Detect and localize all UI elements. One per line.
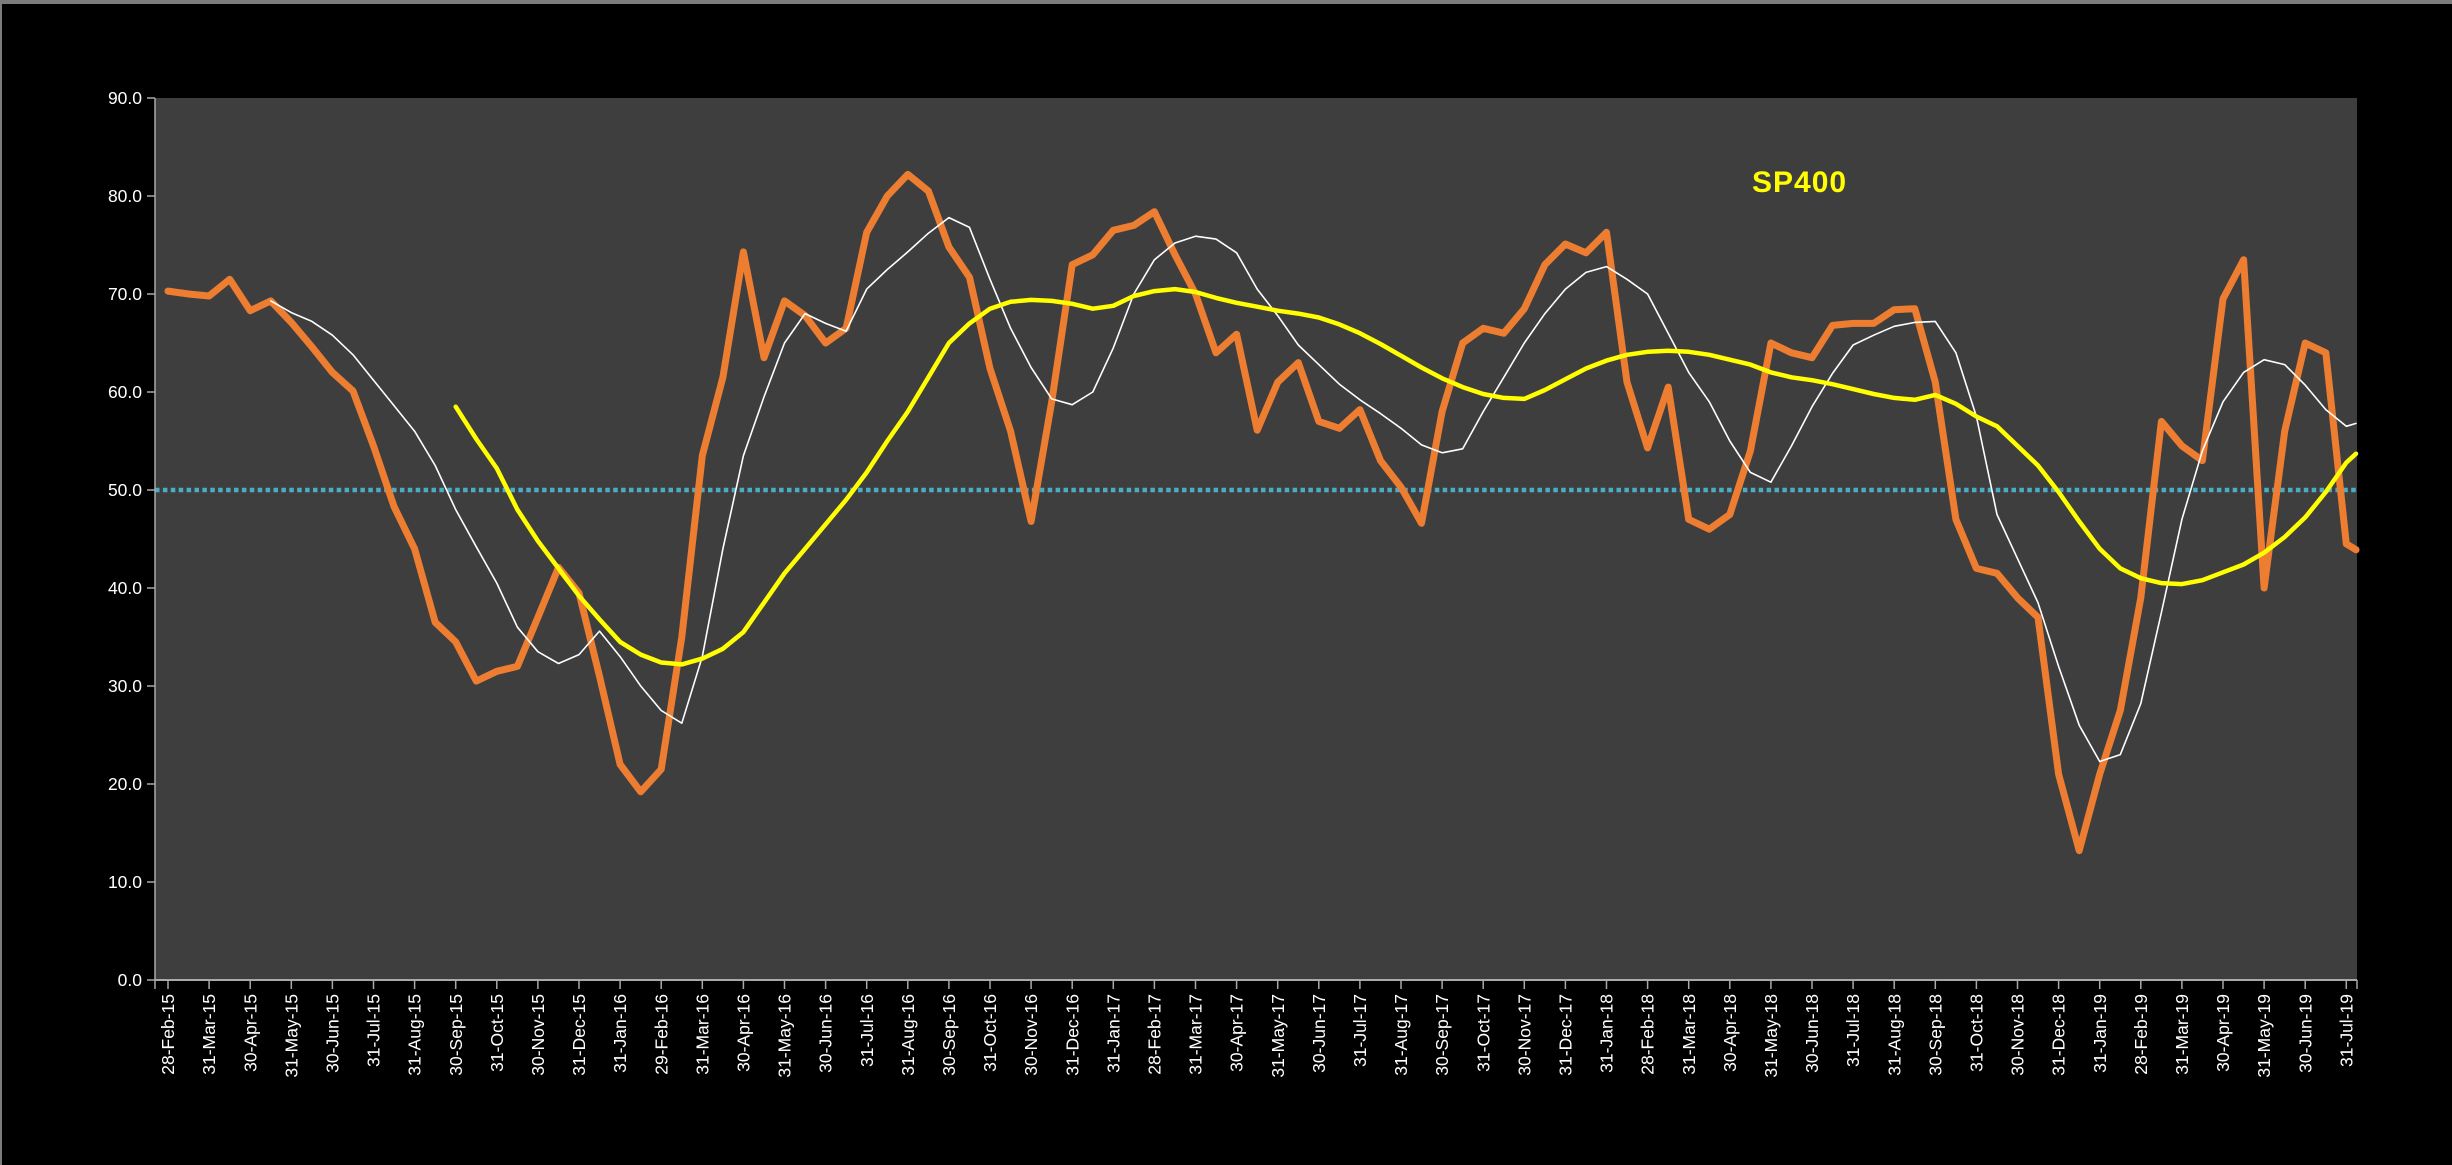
y-axis-label: 20.0 <box>108 774 142 794</box>
window-top-border <box>0 0 2452 4</box>
x-axis-label: 28-Feb-17 <box>1145 994 1165 1075</box>
x-axis-label: 31-Jul-18 <box>1843 994 1863 1067</box>
x-axis-label: 30-Sep-16 <box>939 994 959 1076</box>
series-line-breadth-slow-ma <box>453 286 2359 667</box>
x-axis-label: 31-Mar-17 <box>1186 994 1206 1075</box>
x-axis-label: 30-Sep-15 <box>446 994 466 1076</box>
y-axis-label: 0.0 <box>118 970 143 990</box>
y-axis-label: 70.0 <box>108 284 142 304</box>
x-axis-label: 31-May-15 <box>281 994 301 1078</box>
x-axis-label: 31-Aug-18 <box>1884 994 1904 1076</box>
x-axis-label: 31-Jul-16 <box>857 994 877 1067</box>
x-axis-label: 31-Dec-18 <box>2049 994 2069 1076</box>
window-left-border <box>0 0 2 1165</box>
x-axis-label: 31-Mar-16 <box>692 994 712 1075</box>
x-axis-label: 28-Feb-15 <box>158 994 178 1075</box>
x-axis-label: 31-Jul-17 <box>1350 994 1370 1067</box>
x-axis-label: 30-Jun-17 <box>1309 994 1329 1073</box>
series-line-breadth-smoothed <box>269 216 2357 763</box>
x-axis-label: 30-Jun-16 <box>816 994 836 1073</box>
x-axis-label: 31-Jul-15 <box>364 994 384 1067</box>
x-axis-label: 30-Apr-19 <box>2213 994 2233 1072</box>
x-axis-label: 31-Aug-17 <box>1391 994 1411 1076</box>
x-axis-label: 30-Sep-17 <box>1432 994 1452 1076</box>
x-axis-label: 31-May-19 <box>2254 994 2274 1078</box>
x-axis-label: 31-Mar-15 <box>199 994 219 1075</box>
y-axis-label: 80.0 <box>108 186 142 206</box>
x-axis-label: 28-Feb-19 <box>2131 994 2151 1075</box>
x-axis-label: 31-Dec-15 <box>569 994 589 1076</box>
x-axis-label: 31-Dec-16 <box>1062 994 1082 1076</box>
y-axis-label: 40.0 <box>108 578 142 598</box>
x-axis-label: 31-Mar-19 <box>2172 994 2192 1075</box>
x-axis-label: 31-May-18 <box>1761 994 1781 1078</box>
x-axis-label: 31-Dec-17 <box>1556 994 1576 1076</box>
x-axis-label: 31-Aug-15 <box>405 994 425 1076</box>
x-axis-label: 30-Nov-15 <box>528 994 548 1076</box>
plot-area <box>155 98 2357 980</box>
y-axis-label: 50.0 <box>108 480 142 500</box>
x-axis-label: 30-Apr-18 <box>1720 994 1740 1072</box>
x-axis-label: 31-Oct-16 <box>980 994 1000 1072</box>
x-axis-label: 30-Jun-19 <box>2295 994 2315 1073</box>
x-axis-label: 31-Oct-18 <box>1967 994 1987 1072</box>
y-axis-label: 60.0 <box>108 382 142 402</box>
y-axis-label: 10.0 <box>108 872 142 892</box>
y-axis-label: 30.0 <box>108 676 142 696</box>
x-axis-label: 30-Nov-17 <box>1514 994 1534 1076</box>
x-axis-label: 31-Jan-18 <box>1597 994 1617 1073</box>
x-axis-label: 31-May-16 <box>775 994 795 1078</box>
x-axis-label: 30-Sep-18 <box>1925 994 1945 1076</box>
x-axis-label: 28-Feb-18 <box>1638 994 1658 1075</box>
x-axis-label: 31-Jan-17 <box>1103 994 1123 1073</box>
x-axis-label: 30-Jun-15 <box>323 994 343 1073</box>
x-axis-label: 30-Apr-15 <box>240 994 260 1072</box>
x-axis-label: 30-Apr-17 <box>1227 994 1247 1072</box>
x-axis-label: 29-Feb-16 <box>651 994 671 1075</box>
y-axis-label: 90.0 <box>108 88 142 108</box>
x-axis-label: 30-Nov-18 <box>2008 994 2028 1076</box>
x-axis-label: 30-Jun-18 <box>1802 994 1822 1073</box>
series-line-breadth-weekly <box>164 170 2360 855</box>
x-axis-label: 31-Oct-15 <box>487 994 507 1072</box>
x-axis-label: 31-Jul-19 <box>2336 994 2356 1067</box>
x-axis-label: 30-Apr-16 <box>734 994 754 1072</box>
x-axis-label: 31-Aug-16 <box>898 994 918 1076</box>
x-axis-label: 31-Jan-19 <box>2090 994 2110 1073</box>
x-axis-label: 31-May-17 <box>1268 994 1288 1078</box>
x-axis-label: 31-Mar-18 <box>1679 994 1699 1075</box>
x-axis-label: 31-Oct-17 <box>1473 994 1493 1072</box>
series-label-sp400: SP400 <box>1752 166 1848 199</box>
x-axis-label: 31-Jan-16 <box>610 994 630 1073</box>
x-axis-label: 30-Nov-16 <box>1021 994 1041 1076</box>
